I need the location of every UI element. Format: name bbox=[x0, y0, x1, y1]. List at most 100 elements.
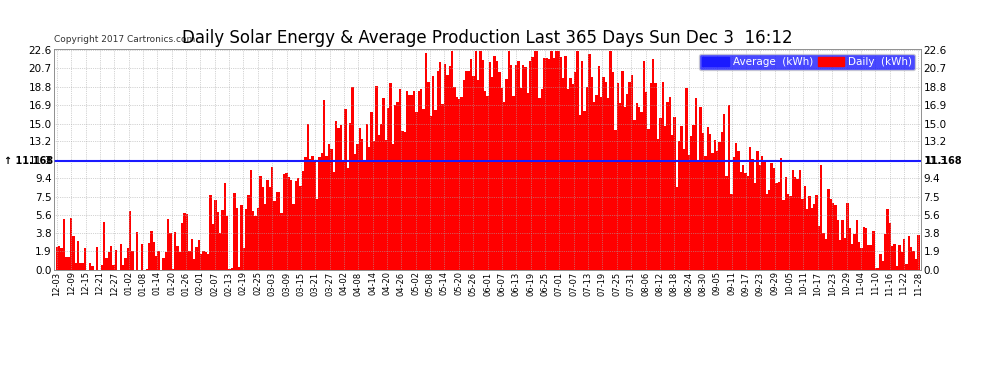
Bar bbox=[867, 245, 870, 270]
Bar bbox=[828, 189, 830, 270]
Bar bbox=[266, 180, 268, 270]
Bar bbox=[231, 268, 233, 270]
Bar bbox=[552, 58, 555, 270]
Bar bbox=[460, 97, 462, 270]
Bar bbox=[853, 234, 855, 270]
Bar bbox=[709, 134, 711, 270]
Bar bbox=[634, 120, 636, 270]
Bar bbox=[659, 118, 661, 270]
Bar bbox=[806, 209, 808, 270]
Bar bbox=[557, 51, 559, 270]
Bar bbox=[624, 107, 626, 270]
Bar bbox=[84, 248, 86, 270]
Bar bbox=[370, 112, 373, 270]
Bar bbox=[787, 195, 789, 270]
Bar bbox=[346, 168, 349, 270]
Bar bbox=[210, 195, 212, 270]
Bar bbox=[649, 83, 652, 270]
Bar bbox=[446, 75, 448, 270]
Bar bbox=[387, 108, 389, 270]
Bar bbox=[238, 267, 241, 270]
Bar bbox=[780, 158, 782, 270]
Bar bbox=[472, 76, 474, 270]
Bar bbox=[593, 102, 595, 270]
Bar bbox=[799, 170, 801, 270]
Bar bbox=[756, 151, 758, 270]
Bar bbox=[527, 93, 529, 270]
Bar bbox=[394, 105, 396, 270]
Bar bbox=[910, 248, 913, 270]
Bar bbox=[641, 112, 643, 270]
Bar bbox=[389, 83, 392, 270]
Bar bbox=[595, 95, 598, 270]
Bar bbox=[661, 82, 664, 270]
Bar bbox=[614, 130, 617, 270]
Bar bbox=[858, 242, 860, 270]
Bar bbox=[513, 96, 515, 270]
Bar bbox=[860, 249, 862, 270]
Bar bbox=[396, 102, 399, 270]
Bar bbox=[249, 170, 252, 270]
Bar bbox=[418, 92, 420, 270]
Bar bbox=[423, 110, 425, 270]
Bar bbox=[688, 155, 690, 270]
Bar bbox=[680, 126, 683, 270]
Bar bbox=[501, 88, 503, 270]
Bar bbox=[905, 264, 908, 270]
Bar bbox=[377, 135, 380, 270]
Bar bbox=[816, 195, 818, 270]
Bar bbox=[574, 72, 576, 270]
Bar bbox=[365, 124, 368, 270]
Bar bbox=[742, 165, 744, 270]
Bar bbox=[299, 186, 302, 270]
Bar bbox=[515, 65, 517, 270]
Bar bbox=[458, 99, 460, 270]
Bar bbox=[825, 239, 828, 270]
Bar bbox=[202, 251, 205, 270]
Bar bbox=[148, 243, 150, 270]
Bar bbox=[385, 141, 387, 270]
Bar bbox=[280, 213, 283, 270]
Bar bbox=[891, 246, 894, 270]
Bar bbox=[236, 208, 238, 270]
Bar bbox=[256, 208, 259, 270]
Bar bbox=[547, 58, 550, 270]
Bar bbox=[678, 141, 680, 270]
Bar bbox=[832, 204, 835, 270]
Bar bbox=[89, 263, 91, 270]
Bar bbox=[222, 210, 224, 270]
Bar bbox=[408, 95, 411, 270]
Bar bbox=[261, 187, 264, 270]
Bar bbox=[358, 128, 361, 270]
Bar bbox=[205, 252, 207, 270]
Bar bbox=[874, 268, 877, 270]
Bar bbox=[425, 53, 428, 270]
Bar bbox=[782, 200, 785, 270]
Bar bbox=[448, 66, 450, 270]
Bar bbox=[886, 209, 889, 270]
Bar bbox=[217, 212, 219, 270]
Bar bbox=[503, 102, 505, 270]
Bar bbox=[583, 111, 586, 270]
Bar bbox=[835, 205, 837, 270]
Bar bbox=[877, 268, 879, 270]
Bar bbox=[125, 258, 127, 270]
Bar bbox=[353, 154, 356, 270]
Bar bbox=[813, 204, 816, 270]
Bar bbox=[855, 220, 858, 270]
Bar bbox=[442, 104, 444, 270]
Text: Copyright 2017 Cartronics.com: Copyright 2017 Cartronics.com bbox=[54, 35, 196, 44]
Bar bbox=[643, 62, 644, 270]
Bar bbox=[373, 141, 375, 270]
Bar bbox=[884, 234, 886, 270]
Bar bbox=[65, 256, 67, 270]
Bar bbox=[590, 77, 593, 270]
Bar bbox=[652, 58, 654, 270]
Bar bbox=[607, 98, 610, 270]
Bar bbox=[761, 156, 763, 270]
Bar bbox=[559, 57, 562, 270]
Bar bbox=[550, 51, 552, 270]
Bar bbox=[264, 204, 266, 270]
Bar bbox=[474, 51, 477, 270]
Bar bbox=[179, 252, 181, 270]
